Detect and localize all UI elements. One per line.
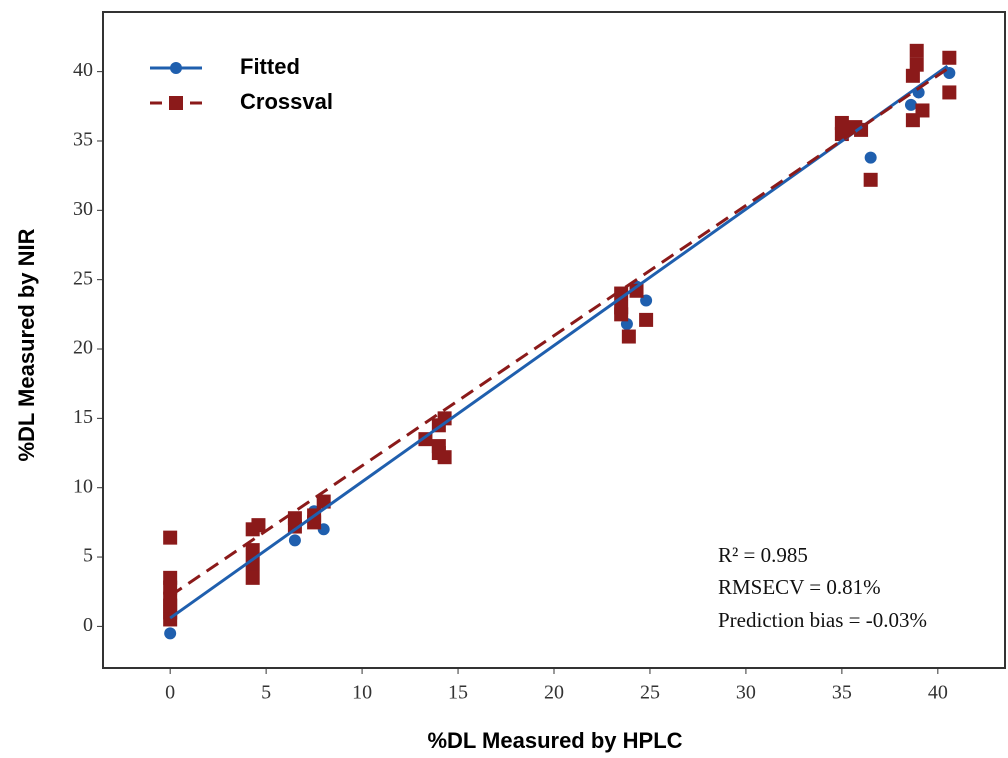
point	[942, 85, 957, 100]
point	[909, 57, 924, 72]
point	[163, 580, 178, 595]
point	[245, 570, 260, 585]
y-tick-label: 25	[73, 267, 93, 289]
point	[437, 450, 452, 465]
point	[614, 307, 629, 322]
point	[905, 68, 920, 83]
x-tick-label: 35	[832, 682, 852, 704]
x-tick-label: 30	[736, 682, 756, 704]
point	[163, 530, 178, 545]
x-axis-label: %DL Measured by HPLC	[427, 728, 682, 753]
x-tick-label: 40	[928, 682, 948, 704]
point	[164, 627, 177, 640]
y-tick-label: 30	[73, 198, 93, 220]
fit-line	[169, 67, 949, 598]
point	[904, 98, 917, 111]
x-tick-label: 25	[640, 682, 660, 704]
y-tick-label: 40	[73, 59, 93, 81]
legend-label: Fitted	[240, 54, 300, 79]
x-tick-label: 0	[165, 682, 175, 704]
point	[915, 103, 930, 118]
point	[621, 329, 636, 344]
y-tick-label: 35	[73, 129, 93, 151]
x-tick-label: 15	[448, 682, 468, 704]
point	[251, 518, 266, 533]
point	[287, 519, 302, 534]
point	[834, 115, 849, 130]
point	[942, 50, 957, 65]
point	[863, 172, 878, 187]
y-tick-label: 5	[83, 545, 93, 567]
x-tick-label: 10	[352, 682, 372, 704]
annotation: R² = 0.985	[718, 543, 808, 567]
legend-label: Crossval	[240, 89, 333, 114]
point	[629, 283, 644, 298]
annotation: Prediction bias = -0.03%	[718, 608, 927, 632]
x-tick-label: 20	[544, 682, 564, 704]
point	[909, 43, 924, 58]
y-axis-label: %DL Measured by NIR	[14, 228, 39, 461]
annotation: RMSECV = 0.81%	[718, 575, 881, 599]
x-tick-label: 5	[261, 682, 271, 704]
y-tick-label: 0	[83, 614, 93, 636]
y-tick-label: 15	[73, 406, 93, 428]
legend-marker	[170, 62, 182, 74]
point	[639, 312, 654, 327]
y-tick-label: 20	[73, 337, 93, 359]
point	[245, 543, 260, 558]
point	[431, 439, 446, 454]
point	[288, 534, 301, 547]
y-tick-label: 10	[73, 475, 93, 497]
point	[864, 151, 877, 164]
legend-marker	[169, 96, 183, 110]
